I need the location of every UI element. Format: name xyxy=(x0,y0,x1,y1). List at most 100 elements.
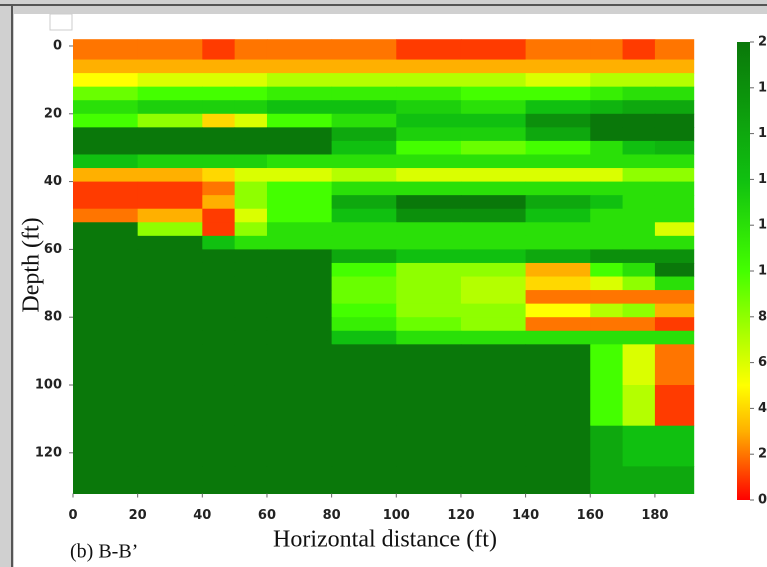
heat-cell xyxy=(525,330,591,345)
heat-cell xyxy=(396,208,462,223)
heat-cell xyxy=(73,168,139,183)
heat-cell xyxy=(73,425,139,467)
heat-cell xyxy=(396,235,462,250)
heat-cell xyxy=(396,222,462,237)
heat-cell xyxy=(266,140,333,155)
heat-cell xyxy=(525,466,591,494)
colorbar-tick-label: 12 xyxy=(758,218,767,233)
heat-cell xyxy=(234,249,268,264)
heat-cell xyxy=(525,168,591,183)
heat-cell xyxy=(331,86,397,101)
heat-cell xyxy=(137,59,203,74)
heat-cell xyxy=(331,276,397,291)
heat-cell xyxy=(396,73,462,88)
heat-cell xyxy=(73,140,139,155)
heat-cell xyxy=(654,317,695,332)
x-tick-label: 160 xyxy=(577,508,604,523)
heat-cell xyxy=(396,140,462,155)
heat-cell xyxy=(525,59,591,74)
heat-cell xyxy=(654,385,695,427)
heat-cell xyxy=(266,276,333,291)
heat-cell xyxy=(202,59,236,74)
heat-cell xyxy=(331,249,397,264)
heat-cell xyxy=(137,330,203,345)
heat-cell xyxy=(654,140,695,155)
heat-cell xyxy=(202,113,236,128)
heat-cell xyxy=(234,466,268,494)
heat-cell xyxy=(622,195,656,210)
y-tick-label: 120 xyxy=(35,445,62,460)
heat-cell xyxy=(234,276,268,291)
heat-cell xyxy=(460,385,527,427)
heat-cell xyxy=(137,39,203,61)
heat-cell xyxy=(234,303,268,318)
heat-cell xyxy=(396,303,462,318)
heat-cell xyxy=(590,73,624,88)
heat-cell xyxy=(331,222,397,237)
heat-cell xyxy=(460,303,527,318)
heat-cell xyxy=(73,195,139,210)
heat-cell xyxy=(654,276,695,291)
heat-cell xyxy=(622,168,656,183)
heat-cell xyxy=(590,466,624,494)
heat-cell xyxy=(234,425,268,467)
heat-cell xyxy=(396,100,462,115)
heat-cell xyxy=(654,154,695,169)
colorbar-tick-label: 18 xyxy=(758,80,767,95)
colorbar-tick-label: 20 xyxy=(758,35,767,50)
heat-cell xyxy=(654,235,695,250)
heat-cell xyxy=(331,195,397,210)
chart-title: (b) B-B’ xyxy=(70,541,138,563)
heat-cell xyxy=(331,39,397,61)
heat-cell xyxy=(234,140,268,155)
heat-cell xyxy=(137,425,203,467)
heat-cell xyxy=(622,154,656,169)
heat-cell xyxy=(590,344,624,386)
heat-cell xyxy=(266,344,333,386)
heat-cell xyxy=(137,100,203,115)
heat-cell xyxy=(460,344,527,386)
heat-cell xyxy=(654,466,695,494)
heat-cell xyxy=(654,39,695,61)
heat-cell xyxy=(234,317,268,332)
heat-cell xyxy=(137,317,203,332)
x-tick-label: 60 xyxy=(258,508,276,523)
heat-cell xyxy=(622,317,656,332)
heat-cell xyxy=(202,140,236,155)
x-tick-label: 140 xyxy=(512,508,539,523)
heat-cell xyxy=(525,195,591,210)
heat-cell xyxy=(137,385,203,427)
heat-cell xyxy=(202,154,236,169)
heat-cell xyxy=(234,113,268,128)
heat-cell xyxy=(622,86,656,101)
heat-cell xyxy=(202,276,236,291)
heat-cell xyxy=(654,222,695,237)
heat-cell xyxy=(654,168,695,183)
heat-cell xyxy=(654,290,695,305)
heat-cell xyxy=(202,385,236,427)
plot-area xyxy=(73,39,695,494)
heat-cell xyxy=(266,385,333,427)
heat-cell xyxy=(590,208,624,223)
heat-cell xyxy=(137,86,203,101)
heat-cell xyxy=(622,235,656,250)
heat-cell xyxy=(396,276,462,291)
heat-cell xyxy=(234,59,268,74)
heat-cell xyxy=(460,235,527,250)
heat-cell xyxy=(622,39,656,61)
heat-cell xyxy=(622,113,656,128)
heat-cell xyxy=(654,330,695,345)
heat-cell xyxy=(590,127,624,142)
heat-cell xyxy=(331,303,397,318)
heat-cell xyxy=(266,290,333,305)
heat-cell xyxy=(331,466,397,494)
y-tick-label: 100 xyxy=(35,378,62,393)
heat-cell xyxy=(137,344,203,386)
heat-cell xyxy=(525,317,591,332)
heat-cell xyxy=(266,195,333,210)
heat-cell xyxy=(234,195,268,210)
heat-cell xyxy=(331,385,397,427)
heat-cell xyxy=(202,290,236,305)
